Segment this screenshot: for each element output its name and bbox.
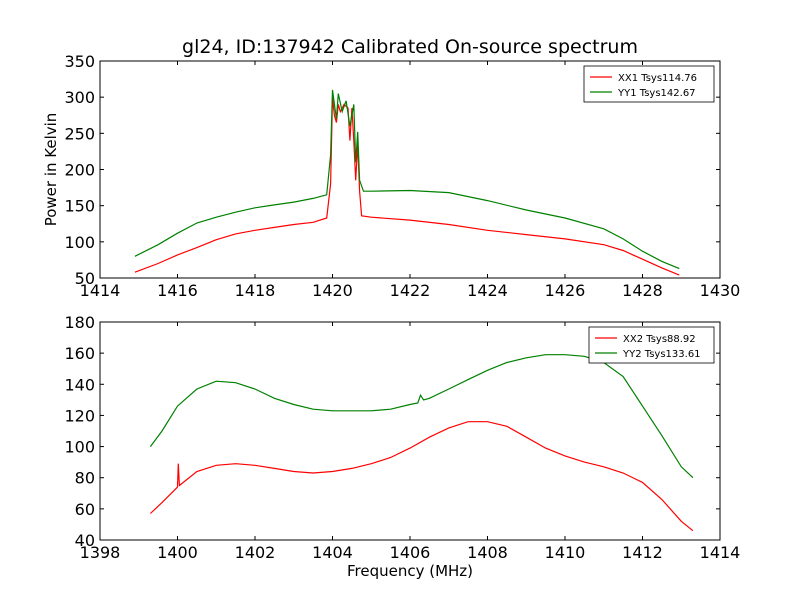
panel1-series-1-line <box>134 97 680 276</box>
panel1-y-tick-label: 250 <box>64 124 95 143</box>
panel1-x-tick-label: 1426 <box>545 281 586 300</box>
panel1-y-tick-label: 200 <box>64 161 95 180</box>
panel2-legend: XX2 Tsys88.92 YY2 Tsys133.61 <box>588 326 715 364</box>
panel2-x-tick-label: 1404 <box>312 543 353 562</box>
panel1-x-tick-label: 1428 <box>622 281 663 300</box>
panel1-x-tick-label: 1416 <box>157 281 198 300</box>
panel2-y-tick-label: 80 <box>75 469 95 488</box>
panel2-x-tick-label: 1414 <box>700 543 741 562</box>
panel1-title: gl24, ID:137942 Calibrated On-source spe… <box>182 36 638 58</box>
panel1-x-tick-label: 1424 <box>467 281 508 300</box>
panel1-x-tick-label: 1414 <box>80 281 121 300</box>
panel1-y-tick-label: 100 <box>64 233 95 252</box>
panel2-legend-label-2: YY2 Tsys133.61 <box>622 349 701 360</box>
panel2-legend-box <box>588 326 715 364</box>
panel1-y-axis-label: Power in Kelvin <box>42 113 60 227</box>
panel1-legend-box <box>583 65 715 103</box>
panel1-y-tick-label: 150 <box>64 197 95 216</box>
panel2-y-tick-label: 100 <box>64 438 95 457</box>
panel1-x-tick-label: 1422 <box>390 281 431 300</box>
panel1-y-tick-label: 350 <box>64 52 95 71</box>
panel2-x-tick-label: 1412 <box>622 543 663 562</box>
panel1-legend-label-1: XX1 Tsys114.76 <box>618 73 697 84</box>
panel2-y-tick-label: 180 <box>64 313 95 332</box>
panel2-x-tick-label: 1402 <box>235 543 276 562</box>
panel2-x-tick-label: 1408 <box>467 543 508 562</box>
panel2-x-tick-label: 1400 <box>157 543 198 562</box>
panel2-y-tick-label: 40 <box>75 531 95 550</box>
panel2-x-tick-label: 1406 <box>390 543 431 562</box>
panel2-y-tick-label: 120 <box>64 406 95 425</box>
panel2-series-2-line <box>149 354 694 479</box>
panel2-y-tick-label: 140 <box>64 375 95 394</box>
panel1-y-tick-label: 50 <box>75 269 95 288</box>
panel1-x-tick-label: 1430 <box>700 281 741 300</box>
panel2-y-tick-label: 60 <box>75 500 95 519</box>
panel2-series-1-line <box>149 421 694 532</box>
panel1-legend: XX1 Tsys114.76 YY1 Tsys142.67 <box>583 65 715 103</box>
panel1-series-2-line <box>134 89 680 270</box>
panel1-x-tick-label: 1418 <box>235 281 276 300</box>
panel1-x-tick-label: 1420 <box>312 281 353 300</box>
panel2-legend-label-1: XX2 Tsys88.92 <box>623 334 696 345</box>
panel1-legend-label-2: YY1 Tsys142.67 <box>617 88 696 99</box>
panel2-x-tick-label: 1410 <box>545 543 586 562</box>
panel2-x-tick-label: 1398 <box>80 543 121 562</box>
panel1-y-tick-label: 300 <box>64 88 95 107</box>
panel2-x-axis-label: Frequency (MHz) <box>347 562 473 580</box>
panel2-y-tick-label: 160 <box>64 344 95 363</box>
